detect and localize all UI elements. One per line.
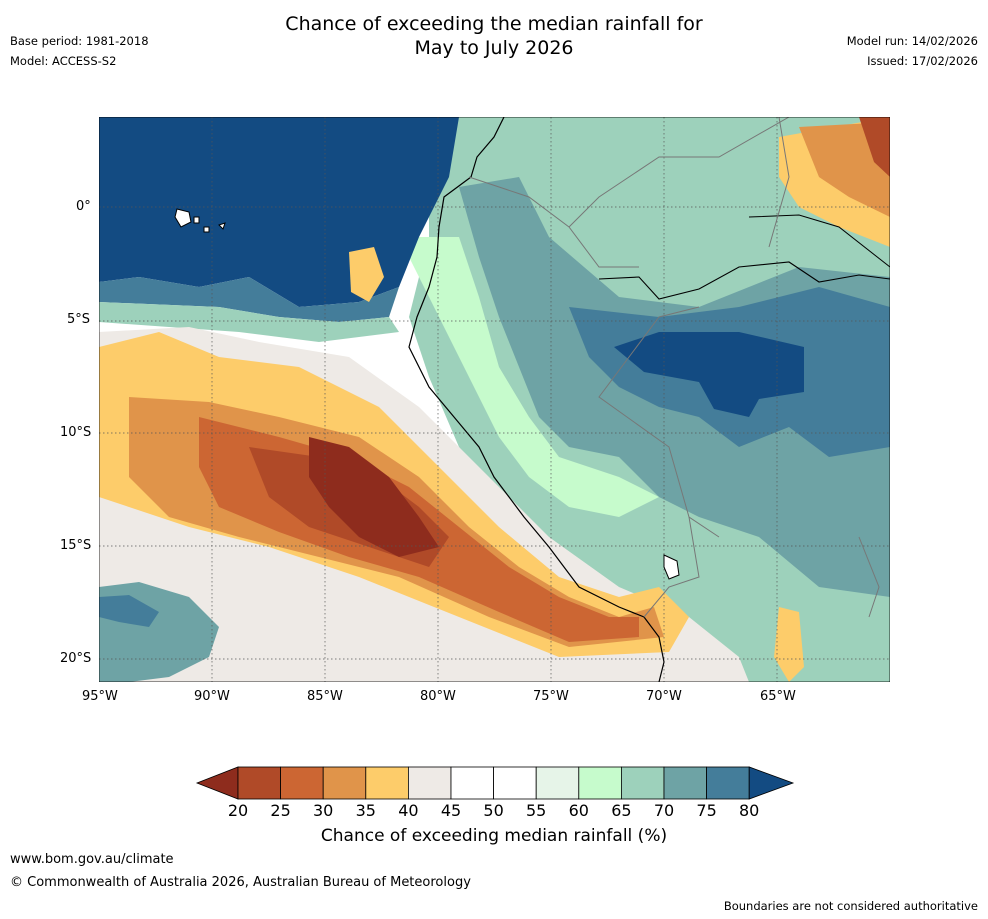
colorbar-box — [493, 766, 537, 800]
colorbar-tick-label: 45 — [440, 801, 462, 820]
region-southwest-75 — [99, 595, 159, 627]
colorbar-box — [663, 766, 707, 800]
amazon-river — [598, 261, 890, 300]
title-line-1: Chance of exceeding the median rainfall … — [285, 13, 703, 35]
colorbar-tick-label: 75 — [696, 801, 717, 820]
colorbar-tick-label: 20 — [227, 801, 249, 820]
meta-left: Base period: 1981-2018 Model: ACCESS-S2 — [10, 31, 149, 71]
borders — [468, 117, 880, 618]
colorbar-box — [365, 766, 409, 800]
colorbar-box — [535, 766, 580, 800]
colorbar-tick-label: 80 — [739, 801, 760, 820]
colorbar-box — [706, 766, 750, 800]
colorbar-tick-label: 35 — [355, 801, 376, 820]
region-ocean-north-75 — [99, 277, 399, 322]
region-northeast-35 — [799, 122, 890, 217]
lake-titicaca — [663, 554, 680, 580]
meta-right: Model run: 14/02/2026 Issued: 17/02/2026 — [847, 31, 978, 71]
region-interior-80 — [614, 332, 804, 417]
lon-label: 90°W — [194, 689, 230, 704]
amazon-upper — [748, 214, 890, 268]
galapagos-islands — [174, 208, 226, 233]
region-ocean-20 — [309, 437, 439, 557]
colorbar-arrow-low — [195, 766, 239, 800]
colorbar-tick-label: 65 — [611, 801, 632, 820]
region-blob-40 — [349, 247, 384, 302]
lon-label: 95°W — [82, 689, 118, 704]
colorbar-arrow-high — [748, 766, 795, 800]
website-url[interactable]: www.bom.gov.au/climate — [10, 852, 174, 867]
lat-label: 5°S — [67, 312, 91, 327]
lat-label: 0° — [76, 199, 91, 214]
region-northeast-25 — [859, 117, 890, 177]
lon-label: 80°W — [420, 689, 456, 704]
colorbar-tick-label: 50 — [483, 801, 504, 820]
title-line-2: May to July 2026 — [414, 37, 574, 59]
colorbar-tick-label: 60 — [568, 801, 589, 820]
colorbar-tick-label: 25 — [270, 801, 291, 820]
rainfall-map — [99, 117, 890, 682]
colorbar-box — [237, 766, 281, 800]
lat-label: 15°S — [60, 538, 92, 553]
copyright-notice: © Commonwealth of Australia 2026, Austra… — [10, 875, 471, 890]
lon-label: 85°W — [307, 689, 343, 704]
colorbar-label: Chance of exceeding median rainfall (%) — [320, 826, 668, 846]
lat-label: 20°S — [60, 651, 92, 666]
base-period: Base period: 1981-2018 — [10, 34, 149, 48]
coastline — [408, 117, 665, 682]
model-run: Model run: 14/02/2026 — [846, 34, 978, 48]
colorbar-tick-label: 70 — [653, 801, 675, 820]
colorbar-box — [407, 766, 452, 800]
region-southeast-40 — [774, 607, 804, 682]
lat-label: 10°S — [60, 425, 92, 440]
region-coastal-60 — [399, 237, 659, 517]
lon-label: 65°W — [760, 689, 796, 704]
lon-label: 75°W — [533, 689, 569, 704]
chart-title: Chance of exceeding the median rainfall … — [0, 12, 988, 60]
colorbar-box — [620, 766, 665, 800]
lon-label: 70°W — [646, 689, 682, 704]
disclaimer: Boundaries are not considered authoritat… — [723, 899, 978, 913]
colorbar-tick-label: 40 — [398, 801, 419, 820]
colorbar — [195, 766, 795, 800]
colorbar-box — [322, 766, 367, 800]
issued-date: Issued: 17/02/2026 — [867, 54, 978, 68]
colorbar-box — [450, 766, 494, 800]
colorbar-tick-label: 30 — [313, 801, 334, 820]
colorbar-tick-label: 55 — [526, 801, 547, 820]
region-ocean-north-65 — [99, 302, 399, 342]
model-name: Model: ACCESS-S2 — [10, 54, 117, 68]
colorbar-box — [280, 766, 324, 800]
colorbar-box — [578, 766, 622, 800]
